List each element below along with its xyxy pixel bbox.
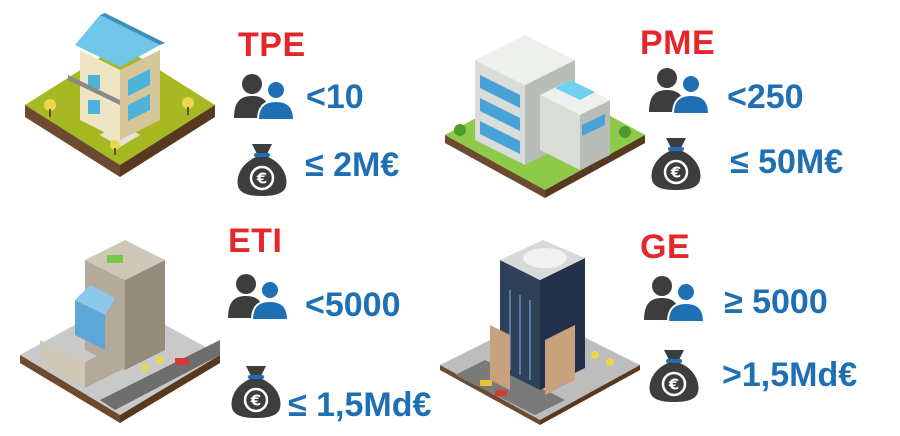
employees-value-tpe: <10 — [306, 78, 364, 116]
money-bag-euro-icon — [648, 348, 700, 404]
people-icon — [227, 273, 289, 321]
building-eti-illustration — [20, 240, 220, 423]
revenue-value-ge: >1,5Md€ — [722, 356, 858, 394]
revenue-value-eti: ≤ 1,5Md€ — [288, 386, 432, 424]
category-title-pme: PME — [640, 24, 716, 62]
money-bag-euro-icon — [236, 142, 288, 198]
building-ge-illustration — [440, 240, 640, 425]
revenue-value-tpe: ≤ 2M€ — [305, 146, 400, 184]
building-tpe-illustration — [25, 13, 215, 177]
category-title-eti: ETI — [228, 222, 283, 260]
category-title-ge: GE — [640, 228, 691, 266]
people-icon — [233, 73, 295, 121]
money-bag-euro-icon — [230, 364, 282, 420]
revenue-value-pme: ≤ 50M€ — [730, 143, 844, 181]
employees-value-eti: <5000 — [305, 286, 401, 324]
people-icon — [648, 67, 710, 115]
people-icon — [643, 275, 705, 323]
money-bag-euro-icon — [650, 136, 702, 192]
employees-value-ge: ≥ 5000 — [724, 283, 828, 321]
building-pme-illustration — [445, 35, 645, 198]
category-title-tpe: TPE — [238, 26, 306, 64]
employees-value-pme: <250 — [727, 78, 804, 116]
